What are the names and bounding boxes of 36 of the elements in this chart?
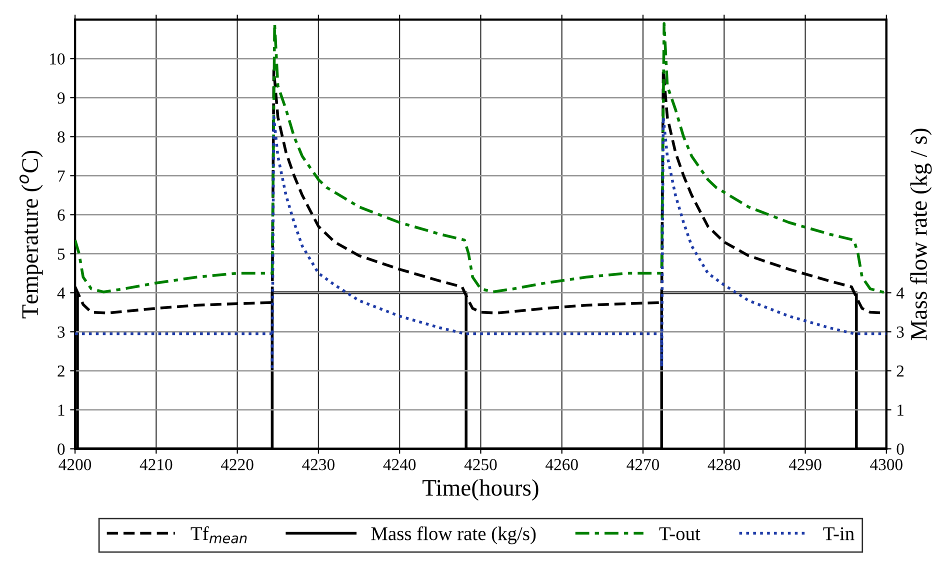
y-tick-label: 8 — [58, 131, 65, 143]
x-tick-label: 4220 — [220, 459, 254, 470]
y-tick-label: 7 — [58, 170, 65, 182]
x-axis-title: Time(hours) — [422, 479, 538, 501]
y-axis-title: Temperature ($^{o}$C) — [19, 150, 43, 318]
y2-tick-label: 0 — [896, 444, 904, 455]
y2-axis-title: Mass flow rate (kg / s) — [910, 128, 932, 340]
y-tick-label: 0 — [58, 444, 65, 455]
x-tick-label: 4300 — [870, 459, 902, 470]
y-tick-label: 5 — [58, 248, 65, 260]
y-tick-label: 2 — [58, 366, 64, 377]
x-tick-label: 4200 — [58, 459, 92, 470]
line-series — [75, 116, 886, 368]
y-tick-label: 4 — [57, 288, 66, 299]
legend-label: Mass flow rate (kg/s) — [371, 526, 536, 544]
x-tick-label: 4230 — [302, 459, 334, 470]
legend-label: T-out — [659, 527, 700, 540]
x-tick-label: 4250 — [464, 459, 497, 470]
y-tick-label: 9 — [58, 92, 65, 104]
x-tick-label: 4210 — [140, 459, 172, 470]
y2-tick-label: 4 — [896, 288, 904, 299]
y2-tick-label: 1 — [898, 404, 904, 416]
legend-label: Tf$_{mean}$ — [190, 526, 247, 544]
x-tick-label: 4290 — [788, 459, 822, 470]
x-tick-label: 4280 — [708, 459, 740, 470]
y-tick-label: 6 — [58, 209, 65, 221]
y-tick-label: 3 — [58, 326, 65, 338]
y2-tick-label: 3 — [896, 326, 904, 338]
y-tick-label: 1 — [58, 404, 64, 416]
legend-label: T-in — [823, 527, 854, 540]
x-tick-label: 4270 — [626, 459, 660, 470]
x-tick-label: 4260 — [546, 459, 578, 470]
y-tick-label: 10 — [50, 53, 65, 65]
line-series — [75, 22, 886, 294]
y2-tick-label: 2 — [896, 366, 904, 377]
x-tick-label: 4240 — [383, 459, 416, 470]
